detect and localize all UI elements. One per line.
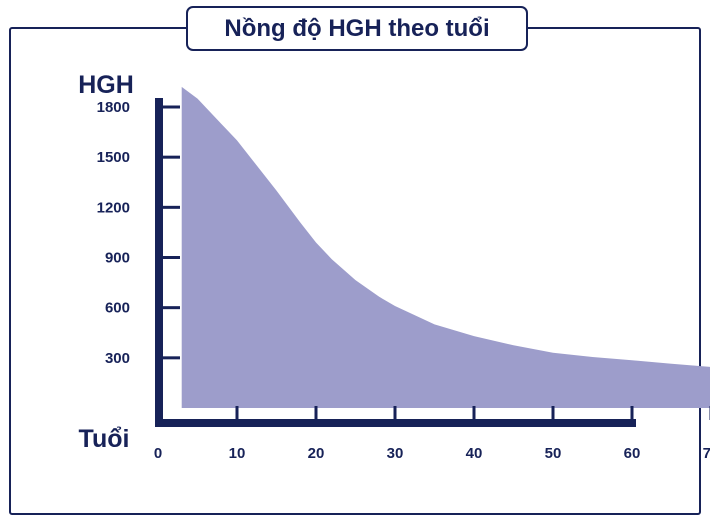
x-tick-label: 70	[703, 445, 710, 462]
x-tick-label: 30	[387, 445, 404, 462]
y-tick-mark	[163, 356, 180, 360]
y-tick-label: 600	[105, 300, 130, 317]
x-axis-line	[155, 419, 636, 427]
x-tick-label: 40	[466, 445, 483, 462]
x-tick-label: 50	[545, 445, 562, 462]
x-tick-label: 0	[154, 445, 162, 462]
x-tick-mark	[235, 406, 239, 420]
x-tick-label: 20	[308, 445, 325, 462]
x-tick-label: 60	[624, 445, 641, 462]
y-tick-mark	[163, 105, 180, 109]
y-tick-label: 1800	[97, 99, 130, 116]
y-tick-label: 1200	[97, 199, 130, 216]
y-tick-mark	[163, 306, 180, 310]
x-tick-mark	[551, 406, 555, 420]
y-tick-label: 1500	[97, 149, 130, 166]
y-tick-label: 300	[105, 350, 130, 367]
x-ticks: 01020304050607080	[154, 406, 710, 462]
y-tick-mark	[163, 256, 180, 259]
hgh-area	[181, 86, 710, 408]
y-axis-label: HGH	[78, 71, 134, 99]
x-axis-label: Tuổi	[79, 425, 130, 453]
y-tick-mark	[163, 205, 180, 209]
x-tick-label: 10	[229, 445, 246, 462]
x-tick-mark	[314, 406, 318, 420]
y-ticks: 300 600 900 1200 1500 1800	[97, 99, 180, 367]
y-tick-mark	[163, 155, 180, 159]
x-tick-mark	[630, 406, 634, 420]
chart-title: Nồng độ HGH theo tuổi	[186, 6, 528, 51]
chart-title-text: Nồng độ HGH theo tuổi	[224, 14, 490, 42]
y-tick-label: 900	[105, 250, 130, 267]
axes	[155, 98, 636, 427]
x-tick-mark	[393, 406, 397, 420]
x-tick-mark	[472, 406, 476, 420]
y-axis-line	[155, 98, 163, 427]
